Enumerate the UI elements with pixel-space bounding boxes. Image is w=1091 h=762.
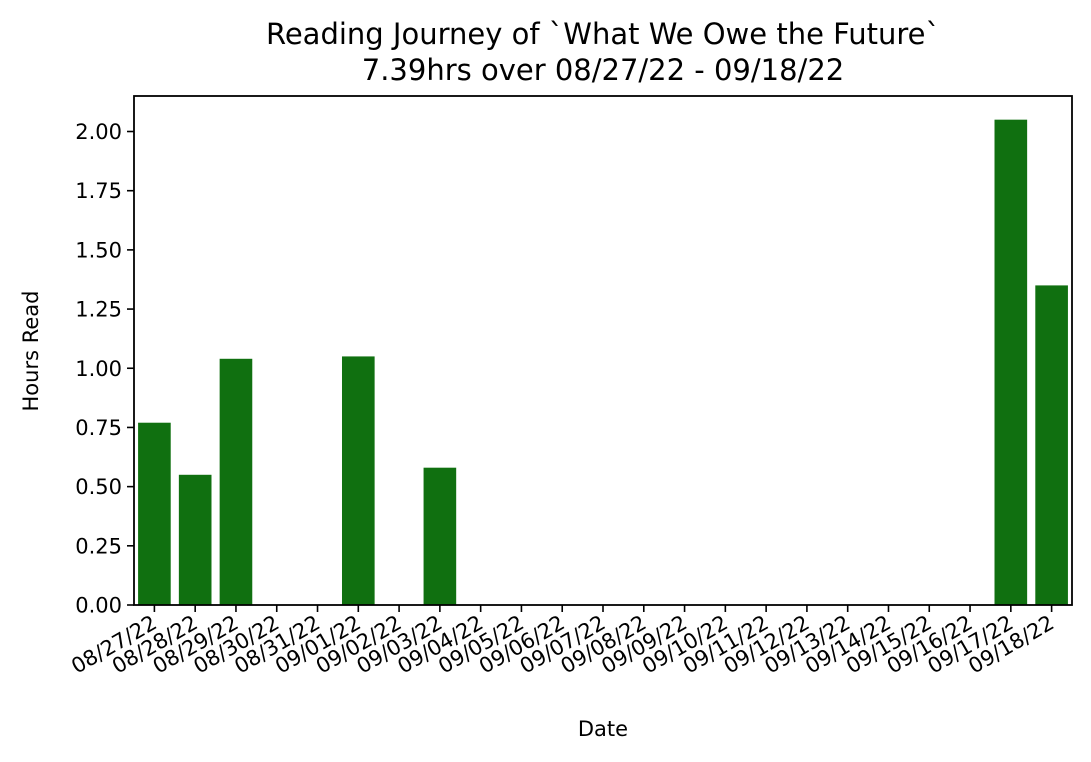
bar-08/28/22: [178, 474, 212, 605]
y-axis-label: Hours Read: [19, 291, 43, 412]
y-tick-label: 2.00: [75, 120, 122, 144]
y-axis: 0.00 0.25 0.50 0.75 1.00 1.25 1.50 1.75 2.00: [75, 120, 134, 618]
bars-group: [138, 119, 1068, 606]
plot-frame: [133, 95, 1073, 606]
bar-09/03/22: [423, 467, 457, 605]
chart-title: Reading Journey of `What We Owe the Futu…: [266, 17, 940, 51]
bar-08/29/22: [219, 358, 253, 605]
y-tick-label: 1.75: [75, 179, 122, 203]
chart-subtitle: 7.39hrs over 08/27/22 - 09/18/22: [362, 53, 844, 87]
y-tick-label: 1.00: [75, 357, 122, 381]
y-tick-label: 1.50: [75, 238, 122, 262]
x-axis-label: Date: [578, 717, 628, 741]
x-axis: 08/27/2208/28/2208/29/2208/30/2208/31/22…: [67, 605, 1058, 678]
bar-08/27/22: [138, 422, 171, 605]
y-tick-label: 0.50: [75, 475, 122, 499]
y-tick-label: 0.25: [75, 534, 122, 558]
y-tick-label: 0.75: [75, 416, 122, 440]
y-tick-label: 1.25: [75, 298, 122, 322]
bar-09/18/22: [1035, 285, 1068, 605]
y-tick-label: 0.00: [75, 594, 122, 618]
bar-09/17/22: [994, 119, 1028, 606]
bar-09/01/22: [341, 356, 375, 605]
